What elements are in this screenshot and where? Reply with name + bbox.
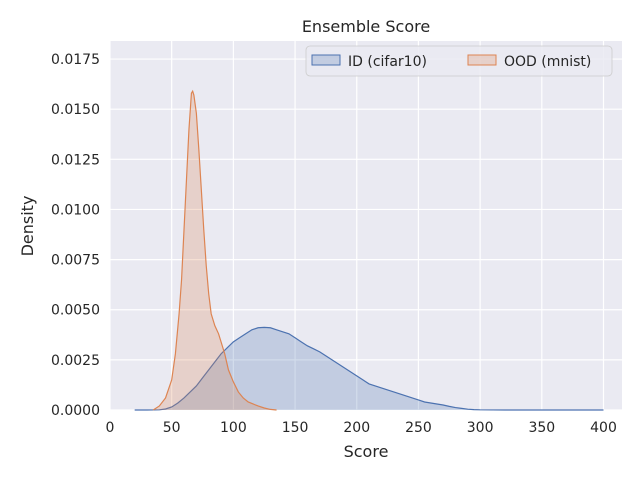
x-tick-label: 200: [343, 420, 370, 436]
legend: ID (cifar10) OOD (mnist): [305, 45, 613, 77]
legend-swatch-1: [467, 54, 497, 66]
y-tick-label: 0.0150: [51, 102, 100, 118]
y-tick-label: 0.0000: [51, 403, 100, 419]
series-area-0: [134, 327, 604, 410]
y-axis-ticks: 0.0000 0.0025 0.0050 0.0075 0.0100 0.0125 0.01…: [51, 52, 100, 419]
series-layer: [134, 89, 604, 411]
x-axis-label: Score: [344, 442, 389, 461]
x-tick-label: 350: [528, 420, 555, 436]
x-tick-label: 400: [590, 420, 617, 436]
x-tick-label: 250: [405, 420, 432, 436]
x-tick-label: 100: [220, 420, 247, 436]
series-line-1: [152, 89, 277, 411]
x-tick-label: 300: [467, 420, 494, 436]
legend-frame: [305, 45, 613, 77]
series-line-0: [134, 326, 604, 411]
y-axis-label: Density: [18, 196, 37, 257]
y-tick-label: 0.0025: [51, 353, 100, 369]
y-tick-label: 0.0075: [51, 253, 100, 269]
y-tick-label: 0.0125: [51, 152, 100, 168]
series-area-1: [153, 91, 277, 410]
y-tick-label: 0.0050: [51, 303, 100, 319]
legend-label-0: ID (cifar10): [348, 54, 427, 70]
y-tick-label: 0.0100: [51, 202, 100, 218]
x-tick-label: 50: [163, 420, 181, 436]
x-tick-label: 0: [106, 420, 115, 436]
y-tick-label: 0.0175: [51, 52, 100, 68]
legend-swatch-0: [311, 54, 341, 66]
legend-label-1: OOD (mnist): [504, 54, 591, 70]
chart-title: Ensemble Score: [302, 17, 430, 36]
x-axis-ticks: 0 50 100 150 200 250 300 350 400: [106, 420, 617, 436]
x-tick-label: 150: [282, 420, 309, 436]
